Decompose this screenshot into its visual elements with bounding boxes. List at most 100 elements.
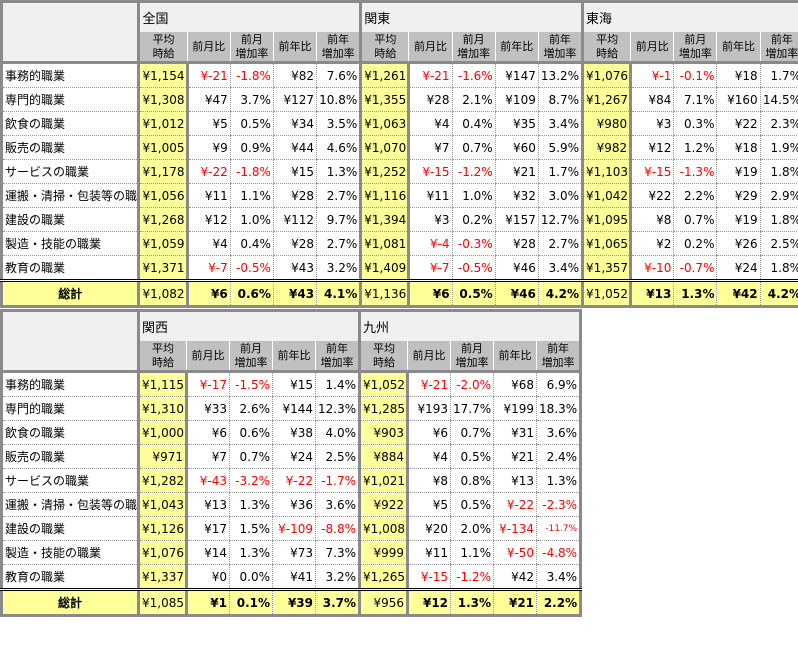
column-header-avg-wage: 平均 時給 xyxy=(359,32,409,64)
cell-yoy-rate: 1.8% xyxy=(759,255,798,281)
cell-mom-rate: 0.7% xyxy=(451,135,496,160)
cell-mom-rate: -1.6% xyxy=(451,62,496,88)
table-row: 建設の職業 ¥1,268 ¥12 1.0% ¥112 9.7% ¥1,394 ¥3 0.2% ¥1… xyxy=(1,207,798,232)
cell-mom-diff: ¥7 xyxy=(408,135,453,160)
cell-yoy-rate: 7.3% xyxy=(314,540,360,565)
cell-mom-rate: 2.0% xyxy=(450,516,494,541)
total-mom-diff: ¥6 xyxy=(408,279,453,307)
cell-avg-wage: ¥971 xyxy=(137,444,188,469)
cell-mom-rate: 0.7% xyxy=(229,444,273,469)
cell-yoy-diff: ¥109 xyxy=(494,87,539,112)
cell-mom-diff: ¥5 xyxy=(407,492,451,517)
table-row: 専門的職業 ¥1,308 ¥47 3.7% ¥127 10.8% ¥1,355 ¥28 2.1%… xyxy=(1,87,798,112)
cell-mom-diff: ¥-21 xyxy=(186,62,231,88)
cell-yoy-diff: ¥21 xyxy=(494,159,539,184)
cell-avg-wage: ¥1,308 xyxy=(137,87,189,112)
column-header-avg-wage: 平均 時給 xyxy=(581,32,631,64)
cell-yoy-diff: ¥28 xyxy=(272,231,317,256)
column-header-avg-wage: 平均 時給 xyxy=(358,341,408,373)
cell-mom-rate: 0.2% xyxy=(673,231,717,256)
table-row: サービスの職業 ¥1,178 ¥-22 -1.8% ¥15 1.3% ¥1,252 ¥-15-… xyxy=(1,159,798,184)
cell-yoy-rate: 3.6% xyxy=(536,420,581,445)
cell-mom-diff: ¥-15 xyxy=(630,159,674,184)
cell-yoy-diff: ¥35 xyxy=(494,111,539,136)
cell-mom-diff: ¥3 xyxy=(408,207,453,232)
row-label: サービスの職業 xyxy=(1,468,140,493)
cell-yoy-rate: 3.4% xyxy=(537,255,583,281)
column-header-mom-diff: 前月比 xyxy=(408,32,453,64)
row-label: 教育の職業 xyxy=(1,564,140,590)
cell-mom-diff: ¥-4 xyxy=(408,231,453,256)
cell-yoy-rate: 1.7% xyxy=(759,62,798,88)
cell-yoy-diff: ¥160 xyxy=(716,87,761,112)
table-row: 販売の職業 ¥971 ¥7 0.7% ¥24 2.5% ¥884 ¥4 0.5% ¥21 2.4% xyxy=(1,444,581,469)
cell-mom-diff: ¥33 xyxy=(186,396,230,421)
column-header-yoy-diff: 前年比 xyxy=(494,32,539,64)
cell-mom-rate: 17.7% xyxy=(450,396,494,421)
column-header-yoy-diff: 前年比 xyxy=(493,341,537,373)
cell-avg-wage: ¥1,076 xyxy=(137,540,188,565)
row-label: 事務的職業 xyxy=(1,371,140,397)
cell-yoy-diff: ¥82 xyxy=(272,62,317,88)
cell-mom-rate: -1.5% xyxy=(229,371,273,397)
cell-mom-rate: -2.0% xyxy=(450,371,494,397)
cell-yoy-rate: 9.7% xyxy=(316,207,361,232)
cell-yoy-diff: ¥19 xyxy=(716,207,761,232)
column-header-avg-wage: 平均 時給 xyxy=(137,32,188,64)
region-header-row: 関西 九州 xyxy=(1,310,583,373)
total-yoy-diff: ¥46 xyxy=(494,279,539,307)
cell-yoy-rate: 12.7% xyxy=(537,207,583,232)
cell-mom-rate: -3.2% xyxy=(229,468,273,493)
cell-mom-rate: -1.8% xyxy=(229,62,274,88)
cell-mom-diff: ¥11 xyxy=(186,183,231,208)
cell-mom-diff: ¥-43 xyxy=(186,468,230,493)
cell-yoy-rate: 12.3% xyxy=(314,396,360,421)
cell-avg-wage: ¥1,178 xyxy=(137,159,189,184)
table-row: 飲食の職業 ¥1,012 ¥5 0.5% ¥34 3.5% ¥1,063 ¥4 0.4% ¥35 3… xyxy=(1,111,798,136)
cell-avg-wage: ¥999 xyxy=(358,540,410,565)
total-avg-wage: ¥1,052 xyxy=(581,279,633,307)
cell-yoy-rate: 2.7% xyxy=(316,183,361,208)
cell-yoy-rate: -8.8% xyxy=(314,516,360,541)
cell-avg-wage: ¥1,337 xyxy=(137,564,188,590)
row-label: 製造・技能の職業 xyxy=(1,540,140,565)
cell-mom-diff: ¥28 xyxy=(408,87,453,112)
cell-mom-rate: -0.7% xyxy=(673,255,717,281)
column-header-yoy-diff: 前年比 xyxy=(272,32,317,64)
row-label: サービスの職業 xyxy=(1,159,141,184)
cell-yoy-rate: 2.7% xyxy=(537,231,583,256)
cell-avg-wage: ¥1,095 xyxy=(581,207,633,232)
cell-yoy-diff: ¥34 xyxy=(272,111,317,136)
cell-mom-rate: -0.3% xyxy=(451,231,496,256)
cell-yoy-rate: 10.8% xyxy=(316,87,361,112)
cell-mom-rate: 0.5% xyxy=(450,444,494,469)
cell-avg-wage: ¥1,261 xyxy=(359,62,411,88)
cell-yoy-rate: 3.2% xyxy=(314,564,360,590)
total-row: 総計 ¥1,085 ¥1 0.1% ¥39 3.7% ¥956 ¥12 1.3% ¥21 2.2% xyxy=(1,588,581,616)
wage-table-top: 全国 関東 東海 平均 時給 前月比 前月 増加率 前年比 前年 増加率 平均 時給 前月比 前月 … xyxy=(0,0,798,308)
cell-yoy-diff: ¥32 xyxy=(494,183,539,208)
cell-yoy-rate: 4.6% xyxy=(316,135,361,160)
column-header-yoy-rate: 前年 増加率 xyxy=(759,32,798,64)
cell-avg-wage: ¥884 xyxy=(358,444,410,469)
cell-yoy-diff: ¥28 xyxy=(272,183,317,208)
cell-yoy-rate: 3.0% xyxy=(537,183,583,208)
total-row: 総計 ¥1,082 ¥6 0.6% ¥43 4.1% ¥1,136 ¥6 0.5% ¥46 4.2%… xyxy=(1,279,798,307)
cell-mom-diff: ¥20 xyxy=(407,516,451,541)
column-header-yoy-rate: 前年 増加率 xyxy=(314,341,360,373)
cell-mom-rate: 1.2% xyxy=(673,135,717,160)
cell-mom-diff: ¥12 xyxy=(630,135,674,160)
cell-yoy-diff: ¥29 xyxy=(716,183,761,208)
cell-avg-wage: ¥1,285 xyxy=(358,396,410,421)
column-header-mom-rate: 前月 増加率 xyxy=(450,341,494,373)
cell-mom-diff: ¥12 xyxy=(186,207,231,232)
cell-mom-rate: -1.8% xyxy=(229,159,274,184)
cell-yoy-rate: 3.2% xyxy=(316,255,361,281)
total-yoy-diff: ¥42 xyxy=(716,279,761,307)
cell-yoy-rate: 2.3% xyxy=(759,111,798,136)
cell-avg-wage: ¥903 xyxy=(358,420,410,445)
total-mom-rate: 0.5% xyxy=(451,279,496,307)
cell-mom-diff: ¥47 xyxy=(186,87,231,112)
row-label: 運搬・清掃・包装等の職業 xyxy=(1,492,140,517)
total-label: 総計 xyxy=(1,279,141,307)
